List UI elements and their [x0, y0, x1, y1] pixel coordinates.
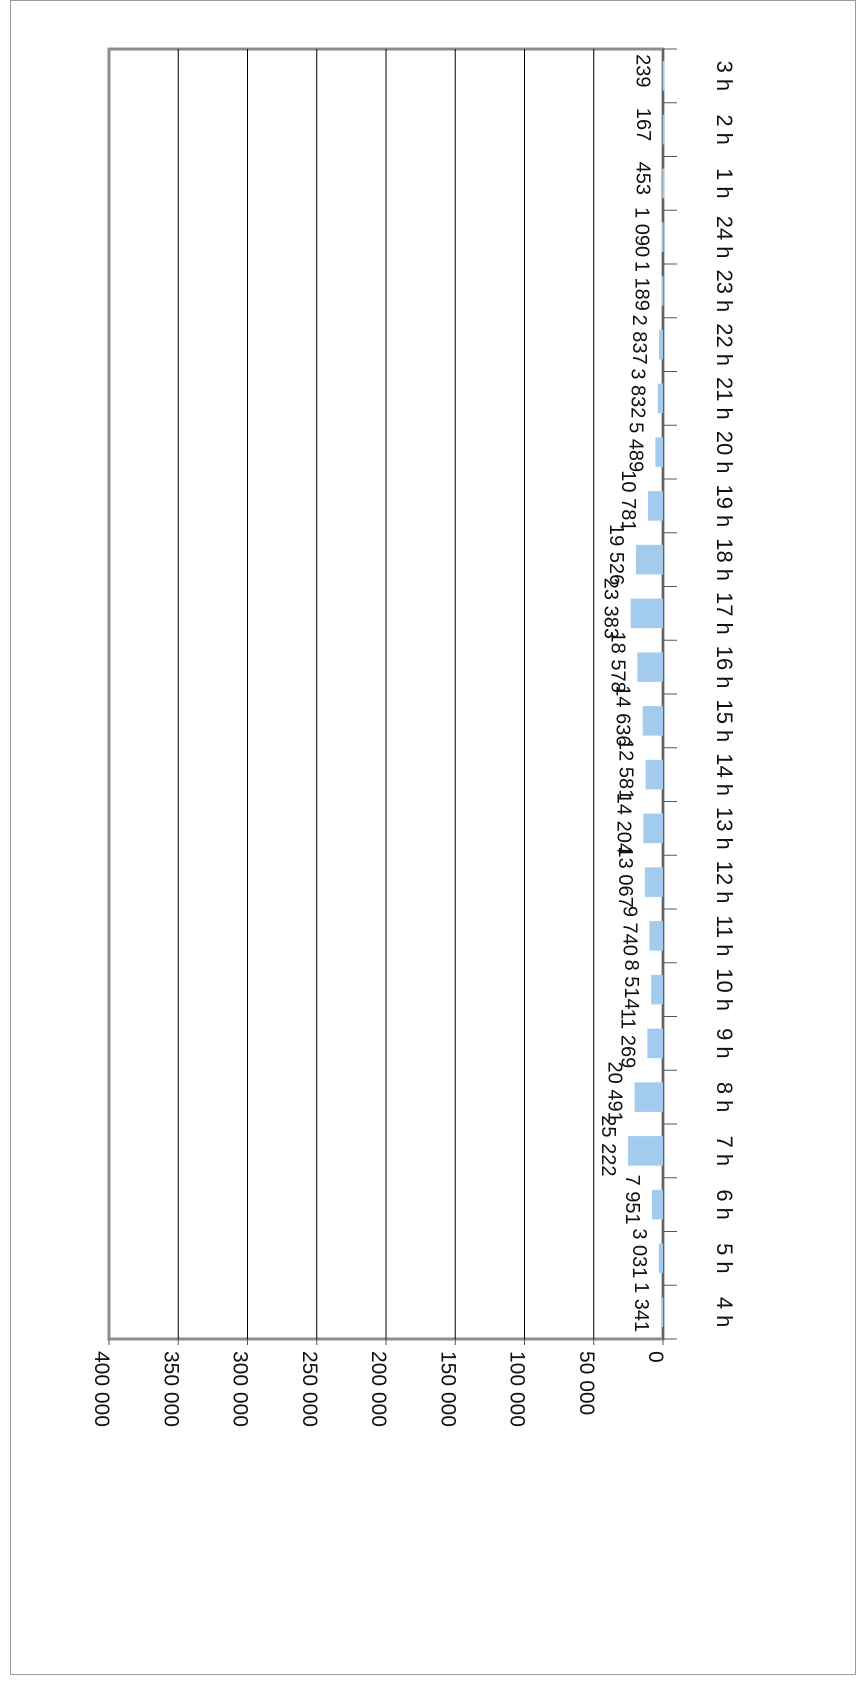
bar	[649, 921, 663, 951]
category-label: 15 h	[712, 699, 737, 742]
bar	[658, 1243, 663, 1274]
data-label: 239	[632, 54, 654, 87]
value-axis-tick-label: 350 000	[159, 1351, 182, 1427]
data-label: 3 832	[627, 368, 649, 418]
category-label: 20 h	[712, 431, 737, 474]
data-label: 11 269	[616, 1009, 638, 1069]
bar	[642, 706, 663, 736]
value-axis-tick-label: 0	[644, 1351, 667, 1363]
bar	[651, 974, 663, 1005]
bar-chart: 0 50 000 100 000 150 000 200 000 250 000 300 0…	[90, 47, 737, 1427]
category-label: 18 h	[712, 538, 737, 581]
value-axis-tick-label: 300 000	[229, 1351, 252, 1427]
category-label: 3 h	[712, 61, 737, 92]
bar	[661, 222, 664, 252]
data-label: 9 740	[619, 906, 641, 956]
category-label: 17 h	[712, 592, 737, 635]
data-label: 25 222	[597, 1115, 619, 1176]
category-label: 24 h	[712, 216, 737, 259]
category-label: 16 h	[712, 646, 737, 689]
category-label: 12 h	[712, 861, 737, 904]
bar	[661, 276, 664, 306]
category-label: 6 h	[712, 1189, 737, 1220]
value-axis-tick-label: 50 000	[575, 1351, 598, 1415]
data-label: 1 189	[630, 261, 652, 311]
category-label: 21 h	[712, 377, 737, 420]
data-label: 14 636	[612, 685, 634, 746]
data-label: 23 383	[600, 578, 622, 639]
data-label: 14 204	[612, 793, 634, 854]
bar	[662, 114, 665, 145]
category-label: 5 h	[712, 1243, 737, 1274]
data-label: 7 951	[621, 1175, 643, 1225]
category-label: 19 h	[712, 484, 737, 527]
category-label: 1 h	[712, 168, 737, 199]
bar	[662, 168, 665, 199]
bar	[637, 652, 663, 682]
category-label: 23 h	[712, 269, 737, 312]
data-label: 1 341	[630, 1282, 652, 1332]
data-label: 13 067	[614, 847, 636, 908]
category-label: 14 h	[712, 753, 737, 796]
category-label: 22 h	[712, 323, 737, 366]
value-axis-tick-label: 400 000	[90, 1351, 113, 1427]
data-label: 3 031	[628, 1228, 650, 1278]
bar	[647, 1028, 663, 1059]
data-label: 5 489	[624, 422, 646, 472]
bar	[661, 1297, 664, 1327]
category-label: 8 h	[712, 1082, 737, 1113]
bar	[645, 759, 663, 790]
category-label: 4 h	[712, 1297, 737, 1328]
value-axis-tick-label: 200 000	[367, 1351, 390, 1427]
data-label: 8 514	[620, 960, 642, 1010]
chart-frame: 0 50 000 100 000 150 000 200 000 250 000 300 0…	[10, 0, 856, 1675]
data-label: 19 526	[605, 524, 627, 585]
bar	[635, 544, 663, 575]
category-label: 2 h	[712, 114, 737, 145]
bar	[657, 383, 663, 414]
category-label: 9 h	[712, 1028, 737, 1059]
data-label: 167	[632, 108, 654, 141]
value-axis-tick-label: 100 000	[506, 1351, 529, 1427]
bar	[634, 1082, 663, 1112]
bar	[655, 437, 663, 467]
data-label: 2 837	[628, 315, 650, 365]
bar	[648, 491, 663, 521]
data-label: 20 491	[604, 1062, 626, 1123]
category-label: 7 h	[712, 1136, 737, 1167]
category-label: 10 h	[712, 968, 737, 1011]
bar	[628, 1136, 663, 1166]
category-label: 13 h	[712, 807, 737, 850]
data-label: 1 090	[630, 207, 652, 257]
category-label: 11 h	[712, 915, 737, 956]
data-label: 10 781	[617, 470, 639, 531]
value-axis-tick-label: 150 000	[436, 1351, 459, 1427]
bar	[644, 867, 663, 897]
data-label: 12 581	[615, 739, 637, 800]
bar	[662, 61, 665, 91]
bar	[643, 813, 663, 844]
data-label: 453	[631, 162, 653, 195]
bar	[659, 329, 663, 360]
value-axis-tick-label: 250 000	[298, 1351, 321, 1427]
data-label: 18 578	[606, 632, 628, 693]
bar	[630, 598, 663, 629]
bar	[651, 1189, 663, 1220]
